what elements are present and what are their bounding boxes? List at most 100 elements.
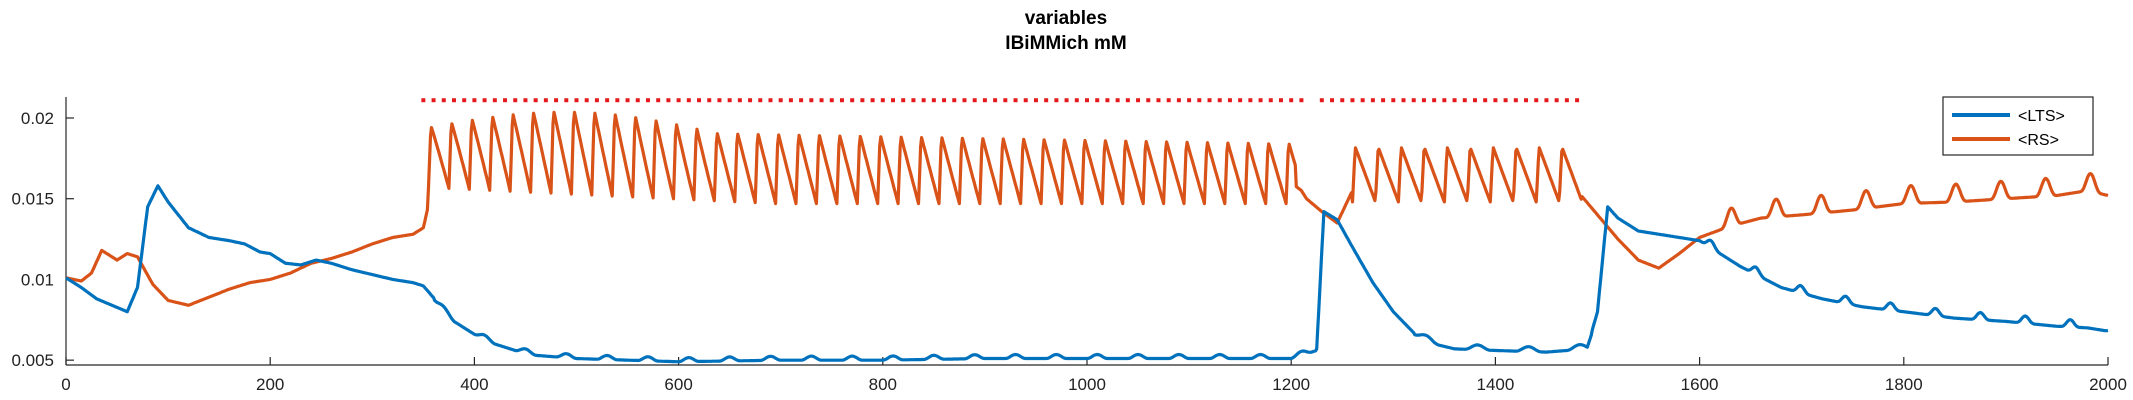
stimulus-marker	[1187, 98, 1192, 103]
stimulus-marker	[1452, 98, 1457, 103]
stimulus-marker	[1268, 98, 1273, 103]
stimulus-marker	[839, 98, 844, 103]
legend: <LTS> <RS>	[1942, 96, 2094, 156]
stimulus-marker	[1023, 98, 1028, 103]
stimulus-marker	[799, 98, 804, 103]
stimulus-marker	[758, 98, 763, 103]
x-tick-label: 1600	[1681, 375, 1719, 394]
stimulus-marker	[1299, 98, 1304, 103]
stimulus-marker	[707, 98, 712, 103]
stimulus-marker	[574, 98, 579, 103]
stimulus-marker	[564, 98, 569, 103]
stimulus-marker	[809, 98, 814, 103]
stimulus-marker	[472, 98, 477, 103]
stimulus-marker	[645, 98, 650, 103]
stimulus-marker	[1544, 98, 1549, 103]
stimulus-marker	[778, 98, 783, 103]
stimulus-marker	[1534, 98, 1539, 103]
stimulus-marker	[635, 98, 640, 103]
stimulus-marker	[972, 98, 977, 103]
x-tick-label: 600	[664, 375, 692, 394]
stimulus-marker	[421, 98, 426, 103]
stimulus-marker	[1054, 98, 1059, 103]
stimulus-marker	[523, 98, 528, 103]
y-tick-label: 0.01	[21, 270, 54, 289]
stimulus-marker	[1575, 98, 1580, 103]
series-lines	[65, 110, 2109, 364]
stimulus-marker	[901, 98, 906, 103]
x-tick-label: 0	[61, 375, 70, 394]
stimulus-marker	[1166, 98, 1171, 103]
stimulus-marker	[1064, 98, 1069, 103]
stimulus-marker	[1350, 98, 1355, 103]
stimulus-marker	[717, 98, 722, 103]
legend-box	[1942, 96, 2094, 156]
stimulus-marker	[819, 98, 824, 103]
stimulus-marker	[982, 98, 987, 103]
stimulus-marker	[503, 98, 508, 103]
stimulus-marker	[952, 98, 957, 103]
stimulus-marker	[1095, 98, 1100, 103]
stimulus-marker	[1278, 98, 1283, 103]
stimulus-marker	[441, 98, 446, 103]
stimulus-marker	[1554, 98, 1559, 103]
stimulus-marker	[451, 98, 456, 103]
stimulus-marker	[1013, 98, 1018, 103]
chart-title: variables	[1025, 8, 1107, 29]
stimulus-marker	[1411, 98, 1416, 103]
stimulus-marker	[1462, 98, 1467, 103]
stimulus-marker	[748, 98, 753, 103]
stimulus-marker	[1033, 98, 1038, 103]
stimulus-marker	[921, 98, 926, 103]
stimulus-marker	[1421, 98, 1426, 103]
series-line-lts	[65, 184, 2109, 364]
stimulus-marker	[482, 98, 487, 103]
stimulus-marker	[676, 98, 681, 103]
chart-subtitle: IBiMMich mM	[1005, 33, 1126, 54]
stimulus-marker	[1227, 98, 1232, 103]
stimulus-marker	[1197, 98, 1202, 103]
x-tick-label: 1800	[1885, 375, 1923, 394]
x-tick-label: 800	[869, 375, 897, 394]
stimulus-marker	[1564, 98, 1569, 103]
stimulus-marker	[1483, 98, 1488, 103]
stimulus-marker	[860, 98, 865, 103]
stimulus-marker	[697, 98, 702, 103]
stimulus-marker	[543, 98, 548, 103]
stimulus-marker	[1524, 98, 1529, 103]
x-tick-label: 1000	[1068, 375, 1106, 394]
stimulus-marker	[1401, 98, 1406, 103]
stimulus-marker	[1217, 98, 1222, 103]
stimulus-marker	[1105, 98, 1110, 103]
stimulus-marker	[1146, 98, 1151, 103]
stimulus-marker	[727, 98, 732, 103]
x-tick-label: 2000	[2089, 375, 2127, 394]
stimulus-marker	[1258, 98, 1263, 103]
axes: 0 200 400 600 800 1000 1200 1400 1600 1800 2000 0.0…	[11, 97, 2127, 394]
stimulus-marker	[1513, 98, 1518, 103]
y-tick-label: 0.005	[11, 351, 54, 370]
stimulus-marker	[594, 98, 599, 103]
stimulus-marker	[880, 98, 885, 103]
stimulus-marker	[533, 98, 538, 103]
stimulus-marker	[1330, 98, 1335, 103]
stimulus-marker	[850, 98, 855, 103]
stimulus-marker	[1493, 98, 1498, 103]
stimulus-marker	[1391, 98, 1396, 103]
x-tick-label: 200	[256, 375, 284, 394]
stimulus-marker	[1319, 98, 1324, 103]
stimulus-marker	[870, 98, 875, 103]
stimulus-marker	[1003, 98, 1008, 103]
stimulus-marker	[788, 98, 793, 103]
stimulus-marker	[1238, 98, 1243, 103]
stimulus-marker	[1472, 98, 1477, 103]
stimulus-marker	[1370, 98, 1375, 103]
stimulus-marker	[1340, 98, 1345, 103]
stimulus-marker	[737, 98, 742, 103]
stimulus-marker	[554, 98, 559, 103]
y-tick-label: 0.02	[21, 109, 54, 128]
x-tick-label: 1400	[1476, 375, 1514, 394]
series-line-rs	[65, 110, 2109, 307]
stimulus-marker	[615, 98, 620, 103]
